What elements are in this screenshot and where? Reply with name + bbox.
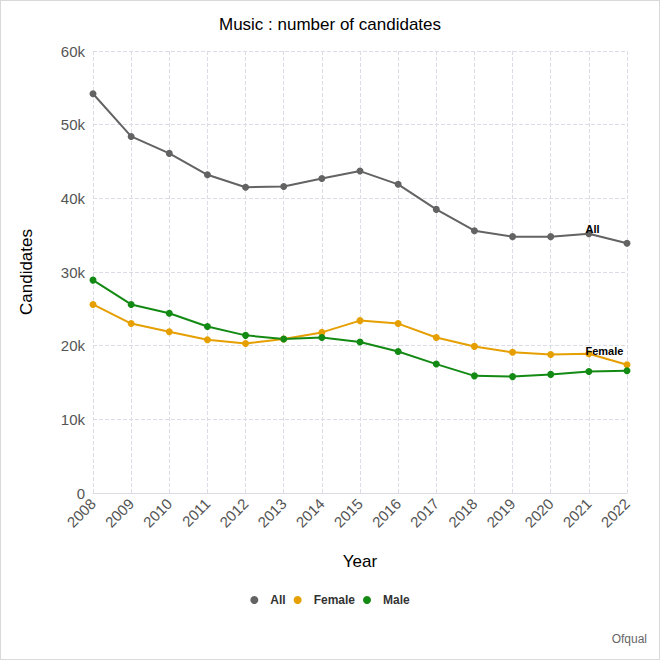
svg-text:2014: 2014 — [292, 495, 328, 531]
svg-text:2011: 2011 — [179, 495, 214, 530]
svg-text:10k: 10k — [61, 411, 86, 428]
svg-text:2022: 2022 — [597, 495, 633, 531]
svg-text:2009: 2009 — [102, 495, 138, 531]
svg-text:2017: 2017 — [407, 495, 443, 531]
svg-text:2013: 2013 — [254, 495, 290, 531]
svg-text:20k: 20k — [61, 337, 86, 354]
svg-text:0: 0 — [76, 484, 85, 502]
svg-text:2016: 2016 — [369, 495, 405, 531]
svg-text:Ofqual: Ofqual — [612, 632, 647, 646]
svg-text:2012: 2012 — [216, 495, 252, 531]
svg-text:2021: 2021 — [559, 495, 595, 531]
svg-text:40k: 40k — [61, 190, 86, 207]
svg-text:30k: 30k — [61, 264, 86, 281]
svg-text:Candidates: Candidates — [17, 229, 36, 315]
svg-text:2020: 2020 — [521, 495, 557, 531]
svg-text:2010: 2010 — [140, 495, 176, 531]
svg-text:2008: 2008 — [63, 495, 99, 531]
svg-text:60k: 60k — [61, 43, 86, 60]
svg-text:Year: Year — [343, 552, 378, 571]
svg-text:2018: 2018 — [445, 495, 481, 531]
svg-text:Female: Female — [586, 345, 624, 357]
svg-text:50k: 50k — [61, 116, 86, 133]
svg-text:Male: Male — [383, 593, 410, 607]
svg-text:All: All — [586, 223, 600, 235]
svg-text:2019: 2019 — [483, 495, 519, 531]
svg-text:All: All — [270, 593, 285, 607]
svg-text:2015: 2015 — [330, 495, 366, 531]
svg-text:Female: Female — [314, 593, 356, 607]
svg-text:Music : number of candidates: Music : number of candidates — [219, 15, 441, 34]
